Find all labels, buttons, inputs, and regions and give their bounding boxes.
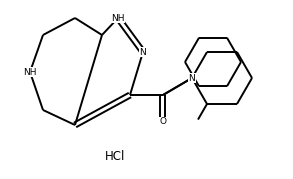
Text: N: N xyxy=(189,74,195,83)
Text: HCl: HCl xyxy=(105,151,125,163)
Text: O: O xyxy=(159,117,166,127)
Text: N: N xyxy=(140,47,146,57)
Text: NH: NH xyxy=(23,67,37,76)
Text: NH: NH xyxy=(111,13,125,23)
